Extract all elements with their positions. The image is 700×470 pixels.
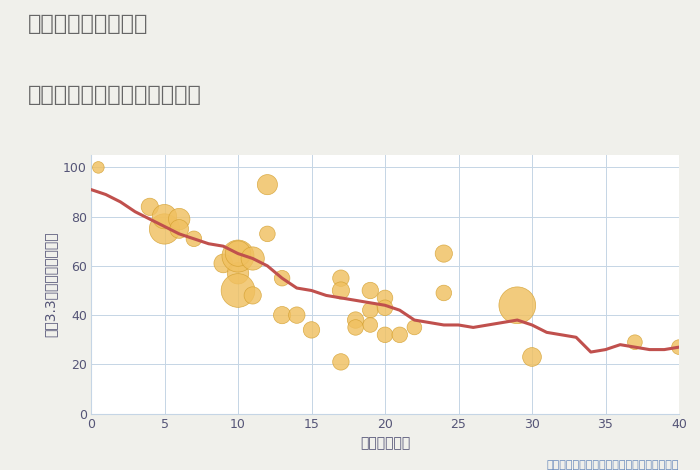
Point — [276, 274, 288, 282]
Point — [335, 287, 346, 294]
Point — [247, 255, 258, 262]
Point — [232, 269, 244, 277]
Point — [188, 235, 199, 243]
Text: 築年数別中古マンション価格: 築年数別中古マンション価格 — [28, 85, 202, 105]
Point — [144, 203, 155, 211]
Point — [526, 353, 538, 361]
Point — [673, 344, 685, 351]
Point — [174, 225, 185, 233]
Point — [365, 306, 376, 314]
Point — [291, 311, 302, 319]
Point — [247, 292, 258, 299]
Point — [394, 331, 405, 338]
Point — [232, 252, 244, 260]
X-axis label: 築年数（年）: 築年数（年） — [360, 436, 410, 450]
Point — [262, 230, 273, 238]
Point — [512, 302, 523, 309]
Text: 岐阜県本巣市上保の: 岐阜県本巣市上保の — [28, 14, 148, 34]
Point — [232, 287, 244, 294]
Point — [92, 164, 104, 171]
Point — [365, 321, 376, 329]
Point — [379, 331, 391, 338]
Point — [438, 250, 449, 258]
Point — [276, 311, 288, 319]
Point — [365, 287, 376, 294]
Point — [174, 215, 185, 223]
Point — [350, 324, 361, 331]
Point — [379, 304, 391, 312]
Point — [335, 274, 346, 282]
Point — [159, 213, 170, 220]
Point — [335, 358, 346, 366]
Point — [379, 294, 391, 302]
Point — [350, 316, 361, 324]
Text: 円の大きさは、取引のあった物件面積を示す: 円の大きさは、取引のあった物件面積を示す — [547, 460, 679, 470]
Point — [159, 225, 170, 233]
Point — [438, 289, 449, 297]
Y-axis label: 坪（3.3㎡）単価（万円）: 坪（3.3㎡）単価（万円） — [43, 232, 57, 337]
Point — [218, 259, 229, 267]
Point — [629, 338, 641, 346]
Point — [409, 324, 420, 331]
Point — [232, 250, 244, 258]
Point — [306, 326, 317, 334]
Point — [262, 181, 273, 188]
